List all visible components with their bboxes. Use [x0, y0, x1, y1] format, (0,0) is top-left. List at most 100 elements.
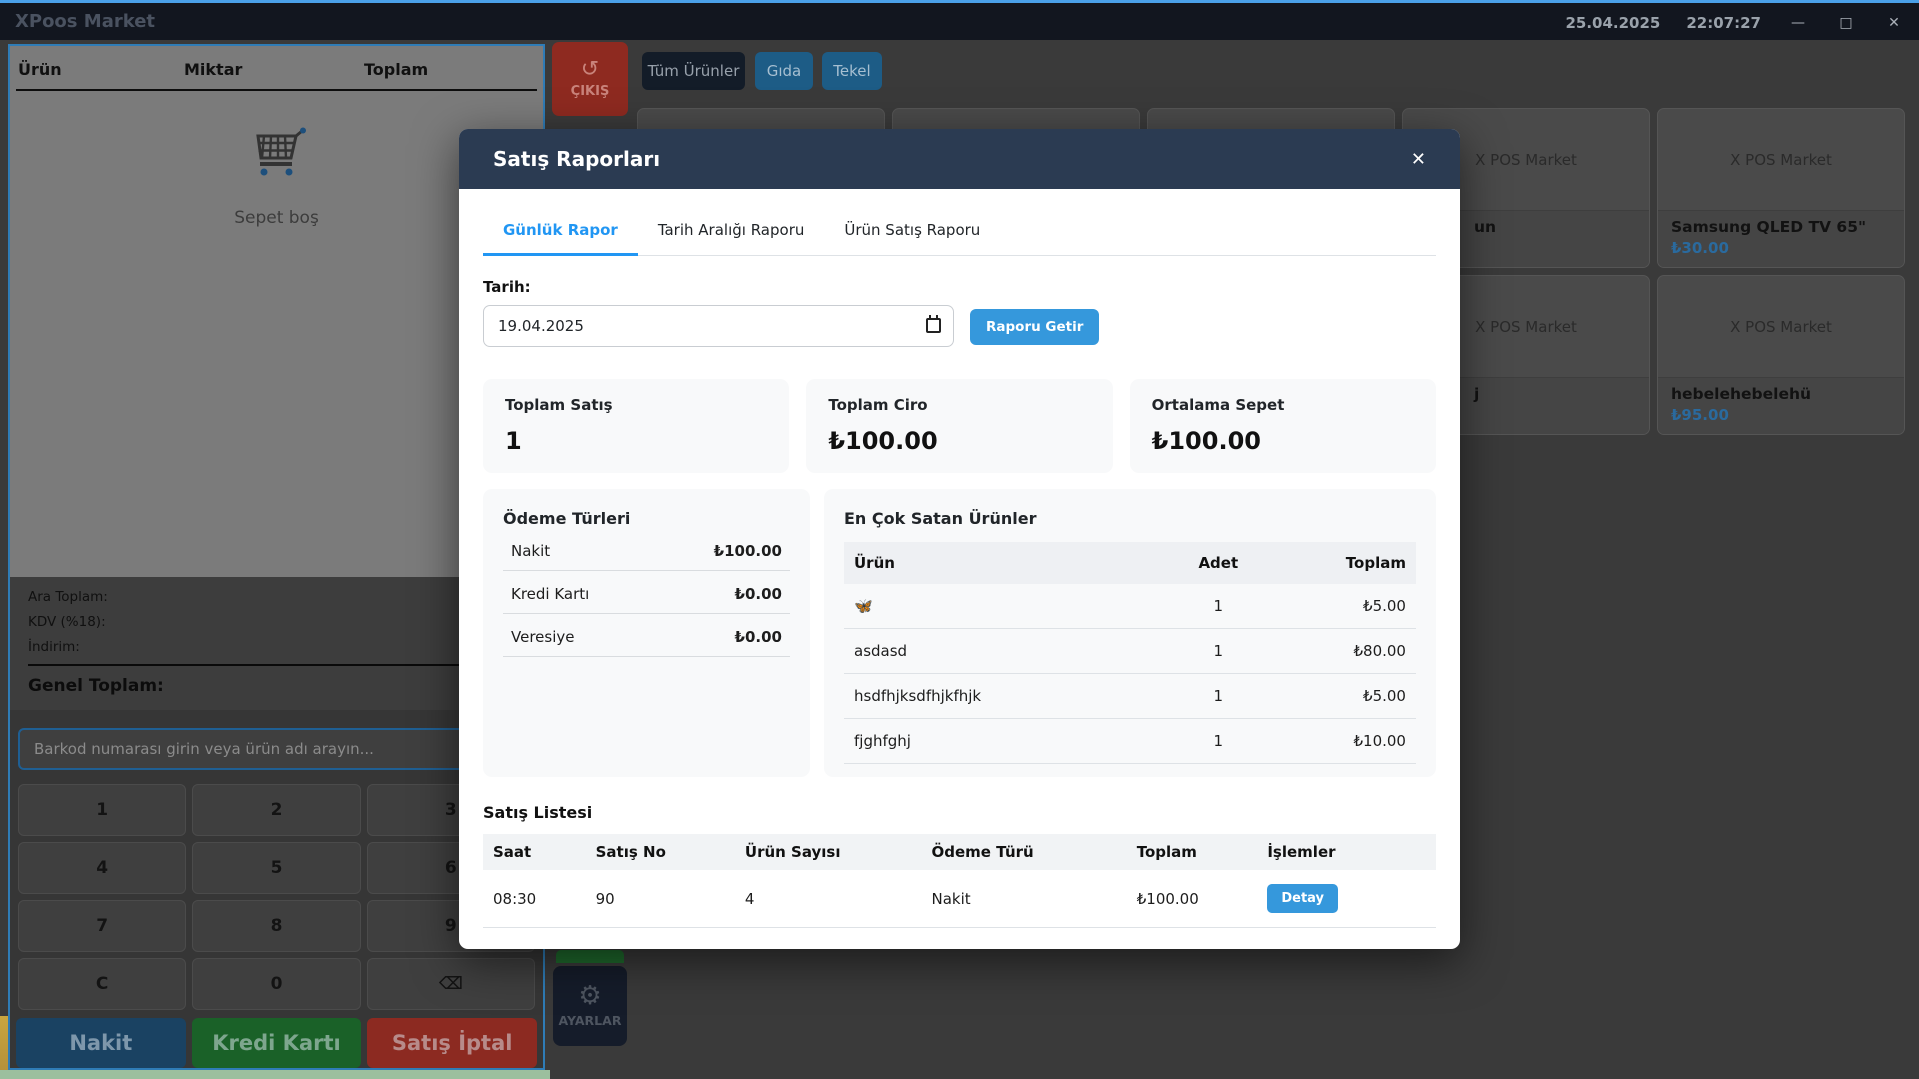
credit-card-button[interactable]: Kredi Kartı	[191, 1018, 362, 1068]
exit-rotate-icon: ↺	[580, 56, 600, 82]
numpad-key-0[interactable]: 0	[192, 958, 361, 1010]
cart-col-product: Ürün	[18, 60, 62, 79]
product-card[interactable]: X POS Market hebelehebelehü ₺95.00	[1657, 275, 1905, 435]
qty-cell: 1	[1213, 597, 1224, 615]
maximize-icon[interactable]: □	[1839, 15, 1853, 31]
reports-button-sliver[interactable]	[556, 950, 624, 963]
numpad-key-2[interactable]: 2	[192, 784, 361, 836]
tab-daily-report[interactable]: Günlük Rapor	[483, 209, 638, 256]
numpad-key-clear[interactable]: C	[18, 958, 187, 1010]
category-tobacco-button[interactable]: Tekel	[822, 52, 882, 90]
numpad-key-5[interactable]: 5	[192, 842, 361, 894]
cancel-sale-button[interactable]: Satış İptal	[367, 1018, 537, 1068]
cart-col-qty: Miktar	[184, 60, 243, 79]
titlebar-date: 25.04.2025	[1565, 14, 1661, 32]
fetch-report-button[interactable]: Raporu Getir	[970, 309, 1100, 345]
column-header: Ürün Sayısı	[744, 843, 841, 861]
numpad-key-1[interactable]: 1	[18, 784, 187, 836]
top-products-table: Ürün Adet Toplam 🦋 1 ₺5.00 asdasd 1	[844, 542, 1416, 764]
product-price: ₺95.00	[1671, 406, 1729, 424]
total-cell: ₺5.00	[1363, 597, 1406, 615]
cart-empty-state: Sepet boş	[10, 126, 543, 228]
cash-button[interactable]: Nakit	[16, 1018, 186, 1068]
sales-list-header-row: Saat Satış No Ürün Sayısı Ödeme Türü Top…	[483, 834, 1436, 870]
category-all-button[interactable]: Tüm Ürünler	[642, 52, 745, 90]
table-row: hsdfhjksdfhjkfhjk 1 ₺5.00	[844, 674, 1416, 719]
title-bar: XPoos Market 25.04.2025 22:07:27 — □ ✕	[0, 0, 1919, 40]
product-name: un	[1474, 218, 1497, 236]
payment-types-title: Ödeme Türleri	[503, 509, 631, 528]
minimize-icon[interactable]: —	[1791, 15, 1805, 31]
stat-total-revenue: Toplam Ciro ₺100.00	[806, 379, 1113, 473]
qty-cell: 1	[1213, 732, 1224, 750]
payment-type-label: Nakit	[511, 542, 551, 560]
numpad-key-4[interactable]: 4	[18, 842, 187, 894]
column-header: Adet	[1198, 554, 1239, 572]
product-card[interactable]: X POS Market Samsung QLED TV 65" ₺30.00	[1657, 108, 1905, 268]
totals-box: Ara Toplam: KDV (%18): İndirim: Genel To…	[10, 577, 543, 710]
time-cell: 08:30	[493, 889, 537, 908]
top-products-title: En Çok Satan Ürünler	[844, 509, 1037, 528]
total-cell: ₺5.00	[1363, 687, 1406, 705]
numpad-key-7[interactable]: 7	[18, 900, 187, 952]
totals-divider	[28, 664, 525, 666]
product-name: j	[1474, 385, 1480, 403]
subtotal-label: Ara Toplam:	[28, 589, 108, 605]
settings-button[interactable]: ⚙ AYARLAR	[553, 966, 627, 1046]
total-cell: ₺100.00	[1136, 889, 1199, 908]
calendar-icon[interactable]	[926, 315, 941, 333]
numpad-key-8[interactable]: 8	[192, 900, 361, 952]
stat-value: ₺100.00	[1151, 427, 1261, 455]
modal-title: Satış Raporları	[493, 147, 661, 171]
total-cell: ₺80.00	[1353, 642, 1406, 660]
tab-date-range-report[interactable]: Tarih Aralığı Raporu	[657, 221, 805, 239]
backspace-icon[interactable]: ⌫	[366, 958, 535, 1010]
cart-header-divider	[16, 89, 537, 91]
titlebar-time: 22:07:27	[1686, 14, 1761, 32]
table-row: fjghfghj 1 ₺10.00	[844, 719, 1416, 764]
sales-list-row: 08:30 90 4 Nakit ₺100.00 Detay	[483, 870, 1436, 928]
qty-cell: 1	[1213, 687, 1224, 705]
payment-type-value: ₺100.00	[713, 542, 782, 560]
product-cell: asdasd	[854, 642, 908, 660]
cart-headers: Ürün Miktar Toplam	[10, 46, 543, 89]
app-title: XPoos Market	[15, 11, 156, 32]
discount-label: İndirim:	[28, 639, 80, 655]
column-header: Satış No	[595, 843, 666, 861]
column-header: İşlemler	[1267, 843, 1336, 861]
titlebar-right: 25.04.2025 22:07:27 — □ ✕	[1565, 3, 1905, 43]
modal-close-icon[interactable]: ✕	[1410, 148, 1426, 170]
stat-label: Toplam Satış	[505, 396, 613, 414]
product-image-placeholder: X POS Market	[1730, 150, 1832, 169]
payment-type-row: Nakit ₺100.00	[503, 528, 790, 571]
column-header: Ödeme Türü	[931, 843, 1034, 861]
settings-label: AYARLAR	[558, 1013, 622, 1028]
detail-button[interactable]: Detay	[1267, 884, 1339, 913]
payment-type-label: Kredi Kartı	[511, 585, 590, 603]
tab-product-sales-report[interactable]: Ürün Satış Raporu	[844, 221, 981, 239]
column-header: Toplam	[1136, 843, 1197, 861]
stats-row: Toplam Satış 1 Toplam Ciro ₺100.00 Ortal…	[483, 379, 1436, 473]
cart-empty-text: Sepet boş	[234, 208, 319, 228]
stat-value: 1	[505, 427, 522, 455]
category-food-button[interactable]: Gıda	[755, 52, 813, 90]
qty-cell: 1	[1213, 642, 1224, 660]
product-cell: fjghfghj	[854, 732, 911, 750]
cart-panel: Ürün Miktar Toplam Sepet	[8, 44, 545, 1070]
close-window-icon[interactable]: ✕	[1888, 15, 1900, 31]
report-date-input[interactable]	[483, 305, 954, 347]
payment-type-label: Veresiye	[511, 628, 575, 646]
table-row: asdasd 1 ₺80.00	[844, 629, 1416, 674]
grand-total-label: Genel Toplam:	[28, 676, 164, 696]
barcode-search-input[interactable]	[18, 728, 535, 770]
modal-body: Günlük Rapor Tarih Aralığı Raporu Ürün S…	[459, 189, 1460, 928]
date-label: Tarih:	[483, 278, 531, 296]
total-cell: ₺10.00	[1353, 732, 1406, 750]
payment-buttons: Nakit Kredi Kartı Satış İptal	[16, 1018, 537, 1068]
stat-label: Ortalama Sepet	[1151, 396, 1285, 414]
report-tabs: Günlük Rapor Tarih Aralığı Raporu Ürün S…	[483, 209, 1436, 256]
exit-button[interactable]: ↺ ÇIKIŞ	[552, 42, 628, 116]
item-count-cell: 4	[744, 889, 755, 908]
product-price: ₺30.00	[1671, 239, 1729, 257]
